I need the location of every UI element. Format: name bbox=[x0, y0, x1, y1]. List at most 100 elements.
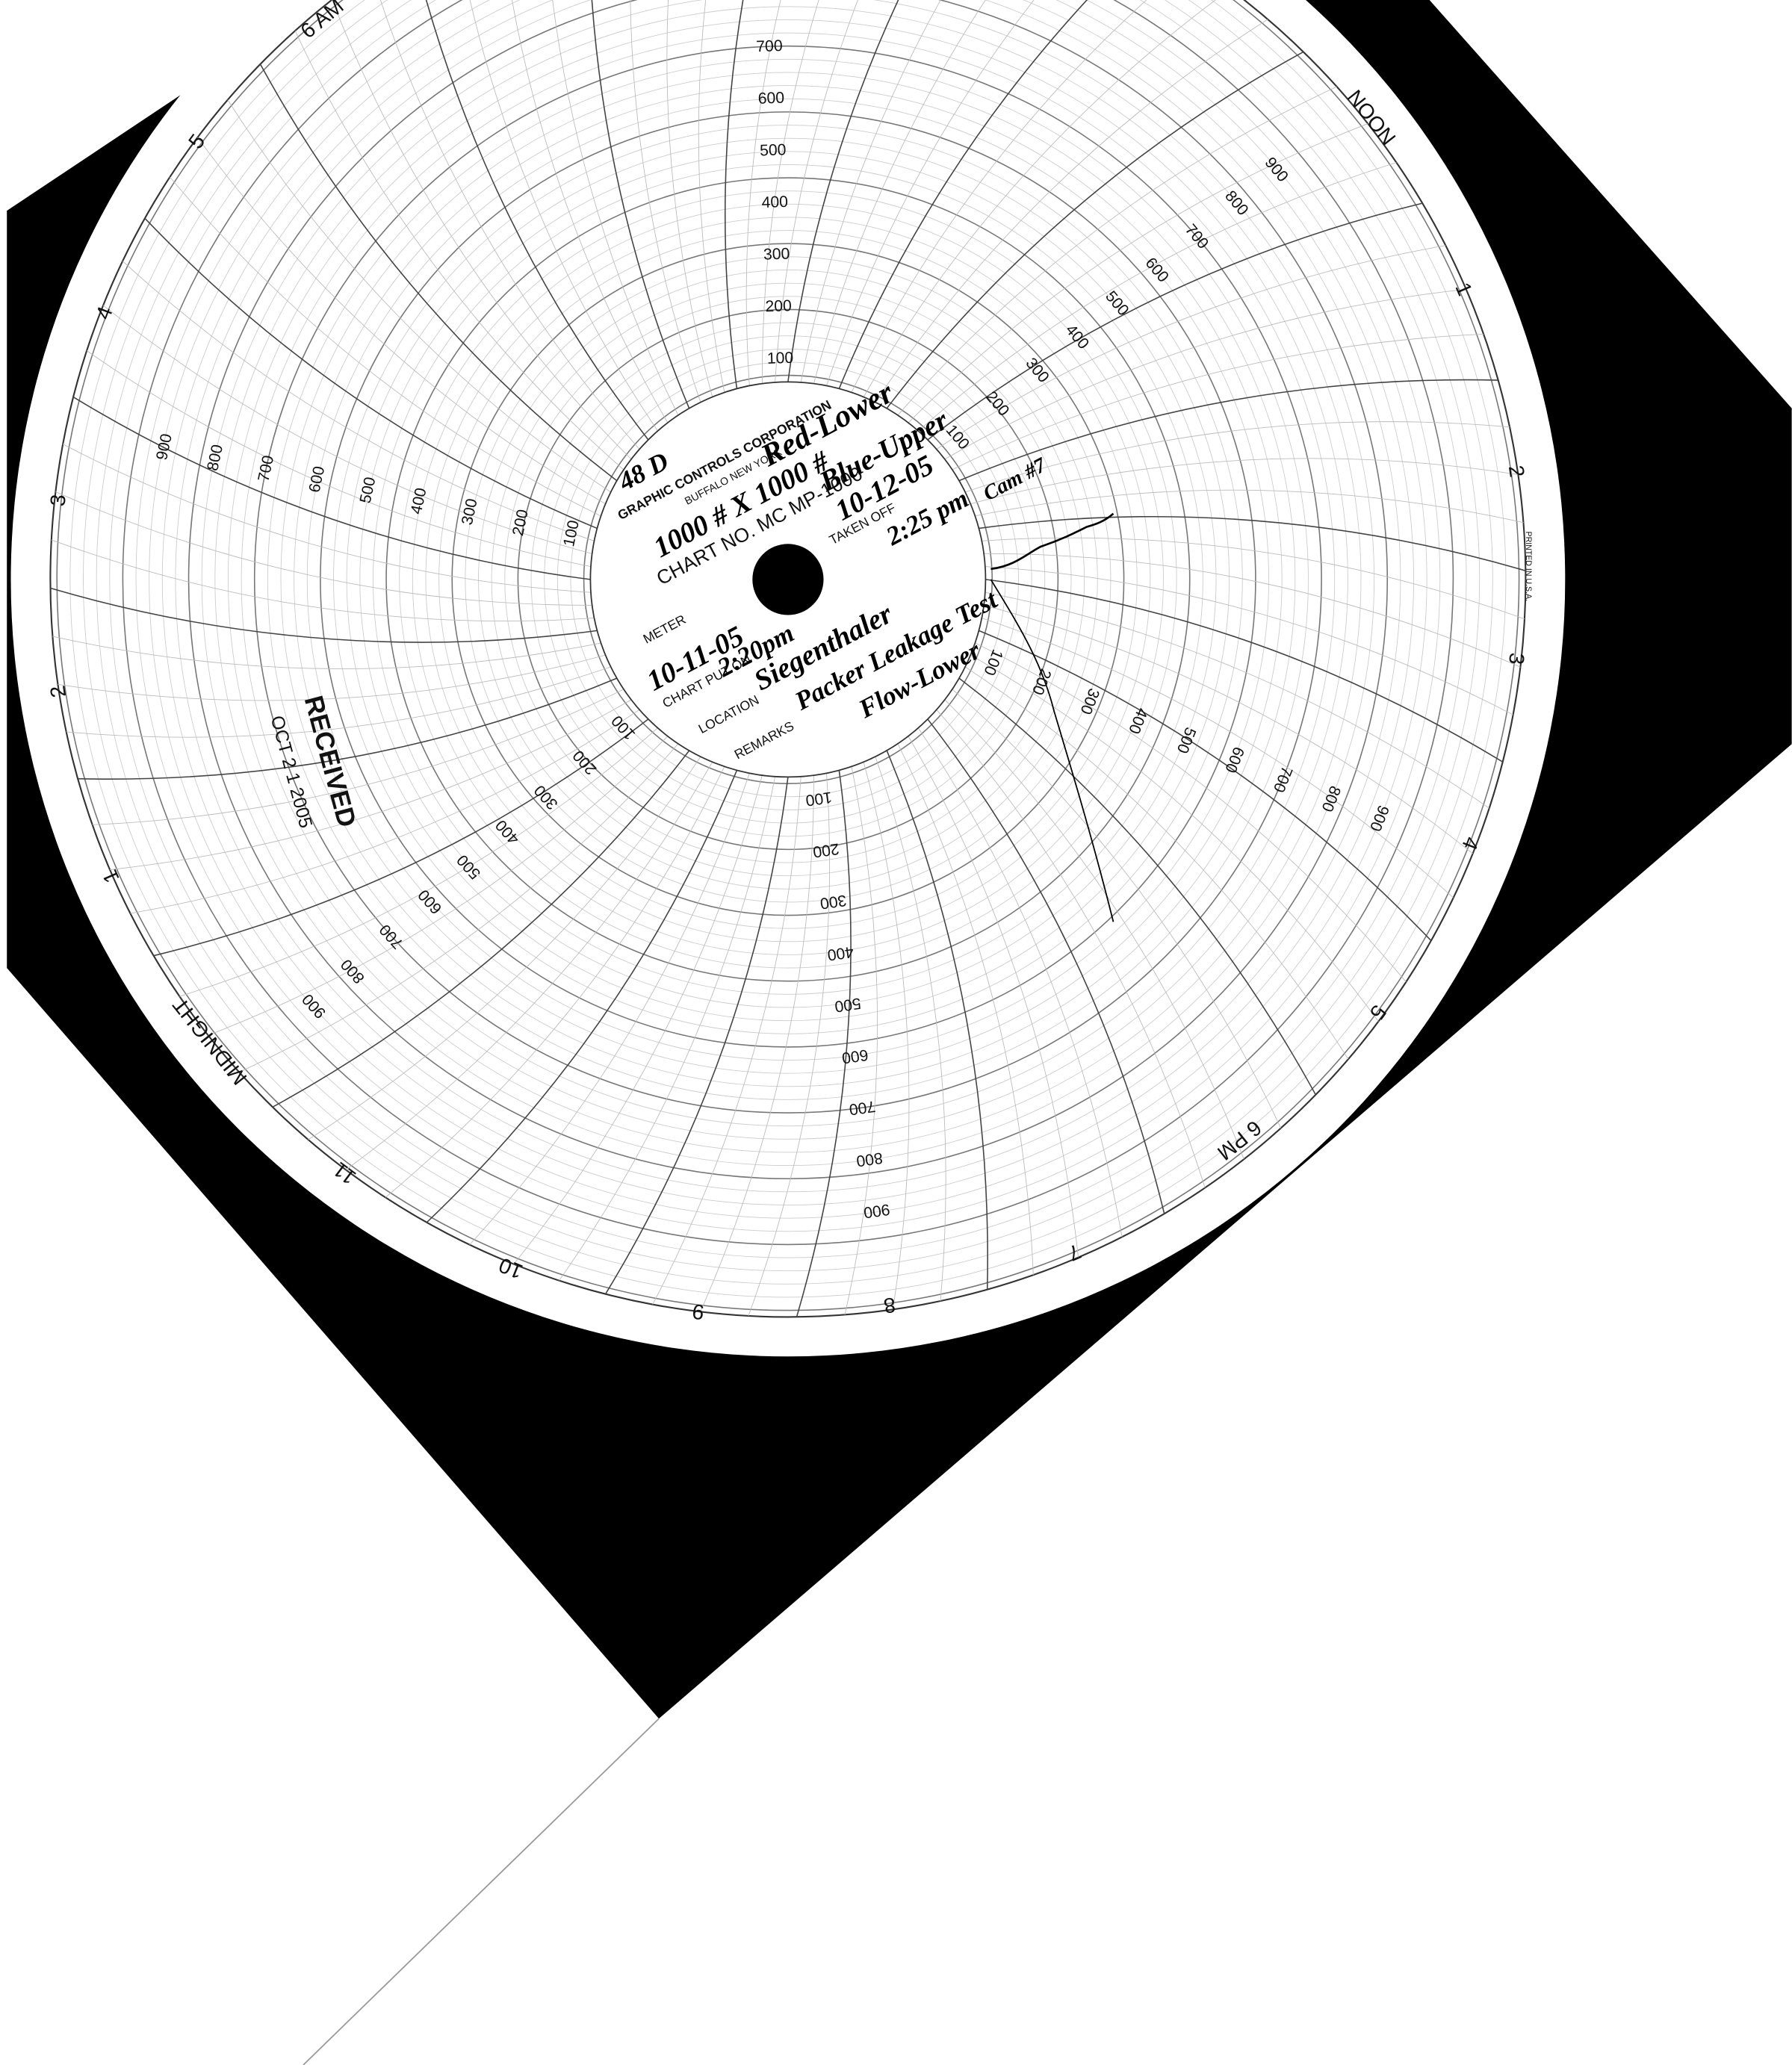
printed-note: PRINTED IN U.S.A. bbox=[1524, 532, 1533, 601]
grid-spoke bbox=[863, 0, 1216, 397]
grid-spoke bbox=[700, 775, 814, 1312]
grid-ring bbox=[96, 0, 1480, 1271]
grid-spoke bbox=[724, 0, 744, 389]
grid-ring bbox=[399, 190, 1177, 969]
grid-spoke bbox=[875, 756, 946, 1302]
grid-spoke bbox=[863, 762, 910, 1310]
grid-spoke bbox=[130, 709, 640, 914]
grid-ring bbox=[83, 0, 1493, 1285]
grid-spoke bbox=[908, 736, 1079, 1258]
grid-spoke bbox=[958, 379, 1498, 482]
scale-label: 700 bbox=[756, 37, 783, 55]
grid-ring bbox=[530, 322, 1046, 837]
grid-spoke bbox=[936, 245, 1446, 450]
pen-trace bbox=[990, 579, 1114, 922]
grid-spoke bbox=[122, 261, 595, 541]
grid-spoke bbox=[294, 30, 624, 471]
grid-ring bbox=[188, 0, 1388, 1179]
grid-ring bbox=[556, 348, 1019, 810]
grid-spoke bbox=[110, 699, 632, 870]
grid-ring bbox=[49, 0, 1527, 1318]
grid-spoke bbox=[345, 762, 713, 1170]
scale-label: 300 bbox=[819, 891, 847, 912]
hour-label: 2 bbox=[45, 684, 70, 699]
grid-spoke bbox=[985, 566, 1513, 715]
grid-spoke bbox=[982, 537, 1525, 620]
scale-label: 100 bbox=[804, 788, 833, 809]
scale-label: 200 bbox=[812, 839, 840, 860]
grid-spoke bbox=[970, 654, 1379, 1022]
grid-ring bbox=[583, 374, 993, 785]
grid-spoke bbox=[917, 727, 1123, 1238]
grid-ring bbox=[333, 125, 1243, 1034]
grid-spoke bbox=[800, 0, 941, 383]
grid-spoke bbox=[908, 123, 1368, 423]
grid-spoke bbox=[886, 51, 1304, 409]
grid-ring bbox=[306, 98, 1269, 1061]
grid-spoke bbox=[469, 773, 750, 1245]
grid-spoke bbox=[62, 444, 591, 593]
grid-ring bbox=[451, 243, 1125, 916]
grid-spoke bbox=[897, 743, 1034, 1276]
grid-spoke bbox=[72, 396, 591, 580]
grid-spoke bbox=[944, 288, 1466, 460]
grid-spoke bbox=[787, 0, 899, 382]
grid-spoke bbox=[272, 750, 690, 1108]
grid-ring bbox=[425, 217, 1151, 943]
grid-spoke bbox=[52, 636, 601, 669]
grid-spoke bbox=[385, 766, 725, 1198]
grid-ring bbox=[385, 177, 1191, 982]
grid-spoke bbox=[975, 642, 1407, 983]
grid-ring bbox=[162, 0, 1414, 1205]
grid-spoke bbox=[552, 0, 679, 416]
grid-ring bbox=[228, 19, 1348, 1140]
grid-ring bbox=[517, 308, 1059, 851]
hour-label: 8 bbox=[882, 1293, 897, 1318]
grid-spoke bbox=[982, 618, 1454, 898]
grid-spoke bbox=[745, 0, 781, 386]
grid-spoke bbox=[51, 539, 595, 622]
grid-spoke bbox=[875, 19, 1268, 403]
hour-label: 2 bbox=[1504, 464, 1530, 479]
grid-spoke bbox=[964, 666, 1349, 1060]
grid-spoke bbox=[227, 99, 611, 493]
grid-spoke bbox=[851, 0, 1147, 393]
grid-spoke bbox=[984, 553, 1521, 668]
grid-spoke bbox=[979, 515, 1526, 572]
grid-ring bbox=[465, 256, 1112, 903]
grid-ring bbox=[253, 45, 1322, 1114]
grid-spoke bbox=[796, 770, 852, 1317]
hour-label: 9 bbox=[691, 1299, 705, 1325]
grid-spoke bbox=[208, 736, 669, 1036]
scale-label: 600 bbox=[841, 1046, 869, 1066]
grid-spoke bbox=[698, 0, 725, 393]
grid-ring bbox=[109, 0, 1467, 1258]
grid-ring bbox=[438, 230, 1138, 929]
grid-ring bbox=[149, 0, 1427, 1219]
grid-spoke bbox=[984, 604, 1473, 854]
grid-spoke bbox=[58, 654, 606, 701]
scale-label: 500 bbox=[834, 994, 862, 1015]
grid-ring bbox=[491, 282, 1085, 877]
grid-spoke bbox=[958, 677, 1317, 1096]
scale-label: 600 bbox=[757, 90, 784, 108]
grid-spoke bbox=[844, 766, 878, 1315]
grid-spoke bbox=[652, 776, 802, 1305]
grid-spoke bbox=[952, 334, 1484, 471]
grid-ring bbox=[135, 0, 1440, 1232]
grid-ring bbox=[122, 0, 1454, 1245]
grid-spoke bbox=[630, 0, 701, 403]
grid-ring bbox=[412, 203, 1164, 955]
scale-label: 400 bbox=[761, 193, 788, 211]
grid-spoke bbox=[964, 421, 1510, 493]
grid-spoke bbox=[239, 743, 679, 1073]
grid-spoke bbox=[979, 630, 1432, 942]
grid-spoke bbox=[559, 776, 776, 1281]
grid-ring bbox=[56, 0, 1520, 1311]
grid-spoke bbox=[952, 689, 1282, 1128]
grid-spoke bbox=[55, 491, 592, 606]
grid-ring bbox=[267, 58, 1309, 1100]
grid-spoke bbox=[897, 86, 1337, 416]
grid-spoke bbox=[813, 0, 986, 384]
grid-ring bbox=[280, 72, 1296, 1087]
